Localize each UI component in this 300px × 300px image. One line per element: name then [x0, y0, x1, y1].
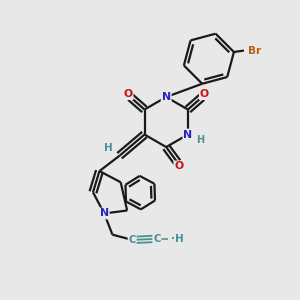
Text: O: O	[200, 89, 209, 99]
Text: O: O	[174, 161, 183, 172]
Text: Br: Br	[248, 46, 261, 56]
Text: N: N	[162, 92, 171, 102]
Text: N: N	[183, 130, 192, 140]
Text: O: O	[124, 89, 133, 99]
Text: ·H: ·H	[171, 234, 184, 244]
Text: H: H	[104, 143, 113, 153]
Text: N: N	[100, 208, 109, 218]
Text: H: H	[196, 135, 204, 145]
Text: C: C	[128, 235, 136, 245]
Text: C: C	[153, 234, 161, 244]
